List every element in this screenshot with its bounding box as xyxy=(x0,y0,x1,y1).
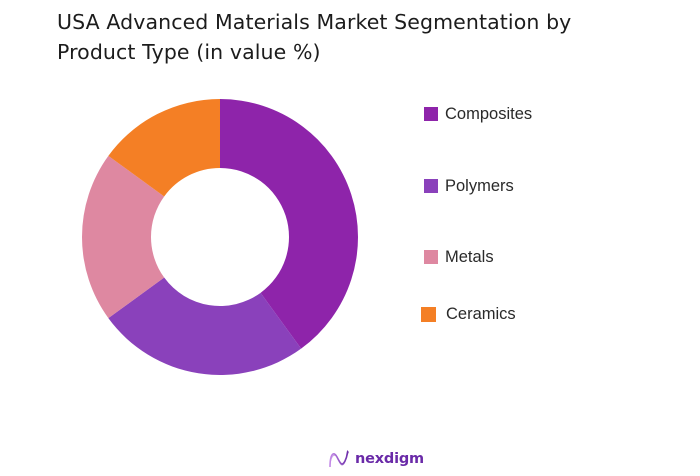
donut-slice-metals xyxy=(81,155,165,319)
legend-label: Ceramics xyxy=(446,304,516,323)
legend-item-polymers: Polymers xyxy=(424,176,514,196)
chart-title-line-1: USA Advanced Materials Market Segmentati… xyxy=(57,10,572,34)
legend-item-metals: Metals xyxy=(424,247,494,267)
legend-label: Metals xyxy=(445,247,494,266)
chart-title-line-2: Product Type (in value %) xyxy=(57,40,321,64)
nexdigm-wave-icon xyxy=(329,450,350,468)
legend-swatch xyxy=(421,306,436,322)
legend-swatch xyxy=(424,107,438,121)
donut-slice-polymers xyxy=(108,277,302,376)
legend-label: Composites xyxy=(445,104,533,123)
legend-item-composites: Composites xyxy=(424,104,532,124)
brand-name: nexdigm xyxy=(355,451,424,467)
chart-title: USA Advanced Materials Market Segmentati… xyxy=(57,7,571,67)
legend-label: Polymers xyxy=(445,176,514,195)
donut-slice-composites xyxy=(220,99,359,349)
legend-swatch xyxy=(424,250,438,264)
legend-swatch xyxy=(424,179,438,193)
brand-logo: nexdigm xyxy=(328,449,424,469)
donut-slice-ceramics xyxy=(108,99,220,197)
legend-item-ceramics: Ceramics xyxy=(421,304,516,324)
